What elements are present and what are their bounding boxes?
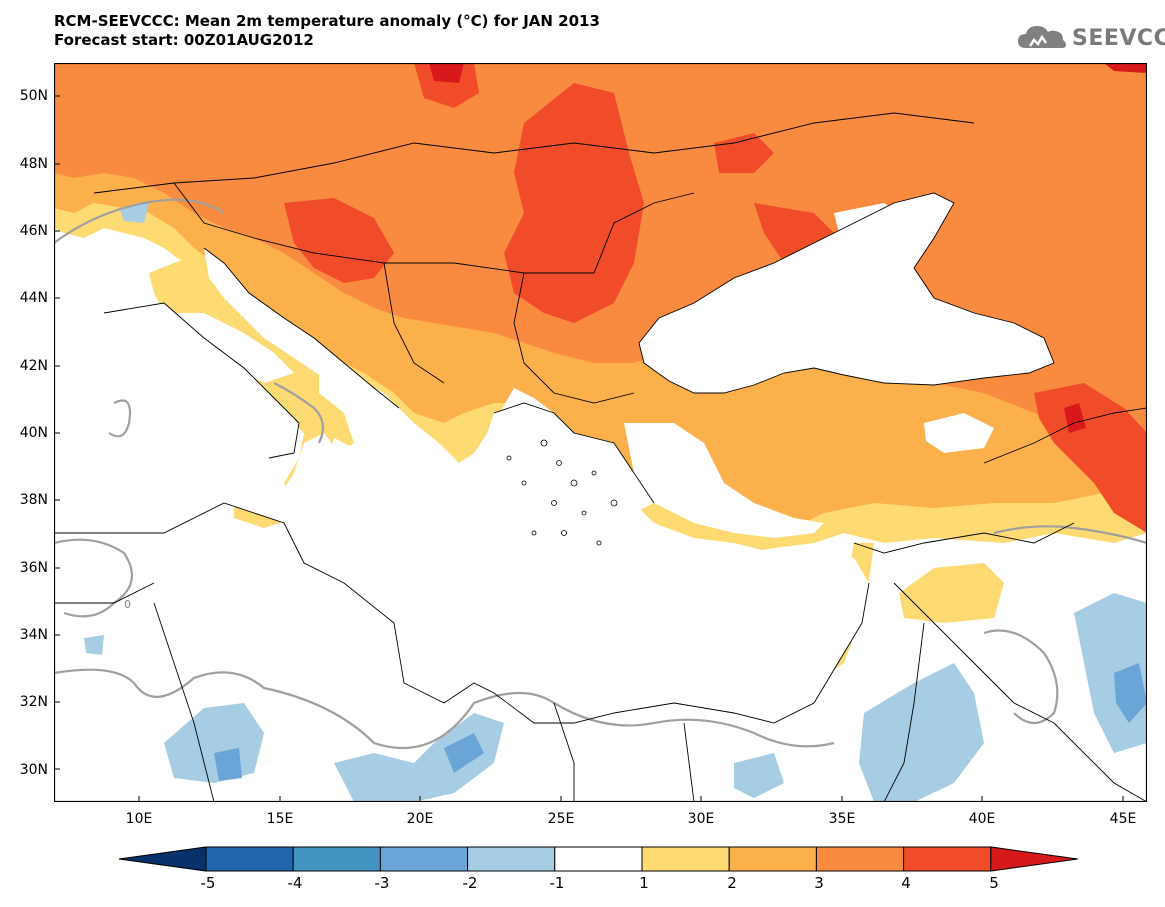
lon-label-30e: 30E (687, 811, 715, 827)
colorbar-segment-2 (292, 846, 381, 872)
anatolia-inland-white (624, 423, 824, 538)
anomaly-5-plus-ne (1104, 63, 1147, 73)
anomaly-1-2-syria (899, 563, 1004, 623)
lon-label-25e: 25E (547, 811, 575, 827)
colorbar-label-4: 4 (901, 874, 911, 892)
colorbar-label-neg4: -4 (287, 874, 303, 892)
lat-label-50n: 50N (19, 88, 48, 104)
lat-label-32n: 32N (19, 694, 48, 710)
lat-label-36n: 36N (19, 560, 48, 576)
aegean-islands (506, 439, 618, 546)
anomaly-neg-2-3-libya (214, 748, 242, 781)
lon-label-10e: 10E (125, 811, 153, 827)
axis-ticks (54, 95, 1124, 802)
anomaly-neg-2-3-iraq (1114, 663, 1147, 723)
lon-label-45e: 45E (1109, 811, 1137, 827)
colorbar-segment-5 (554, 846, 643, 872)
colorbar-segment-1 (205, 846, 294, 872)
logo-text: SEEVCCC (1072, 25, 1165, 51)
mediterranean-sea (54, 343, 869, 723)
colorbar-label-1: 1 (639, 874, 649, 892)
anomaly-4-5-balkans (284, 198, 394, 283)
map-panel: 0 (54, 63, 1147, 802)
lon-label-40e: 40E (968, 811, 996, 827)
tyrrhenian-sea (104, 303, 299, 458)
colorbar-label-2: 2 (727, 874, 737, 892)
colorbar-label-5: 5 (989, 874, 999, 892)
lat-label-38n: 38N (19, 492, 48, 508)
anomaly-4-5-caucasus (1034, 383, 1147, 533)
anomaly-4-5-poland (414, 63, 479, 108)
anomaly-4-5-ukraine (714, 133, 774, 173)
sea-of-azov (834, 203, 914, 248)
lat-label-44n: 44N (19, 290, 48, 306)
lat-label-40n: 40N (19, 425, 48, 441)
contour-label: 0 (124, 598, 131, 611)
lon-label-20e: 20E (406, 811, 434, 827)
forecast-start: Forecast start: 00Z01AUG2012 (54, 31, 314, 49)
colorbar-segment-7 (728, 846, 817, 872)
colorbar-label-neg5: -5 (200, 874, 216, 892)
colorbar-segment-8 (815, 846, 905, 872)
map-title: RCM-SEEVCCC: Mean 2m temperature anomaly… (54, 12, 600, 30)
colorbar-segment-above-5 (990, 846, 1078, 872)
anomaly-neg-tunisia (84, 635, 104, 655)
colorbar-segment-6 (641, 846, 730, 872)
cloud-logo-icon (1018, 26, 1066, 48)
black-sea (639, 193, 1054, 393)
lat-label-46n: 46N (19, 223, 48, 239)
colorbar-segment-4 (467, 846, 556, 872)
lat-label-48n: 48N (19, 156, 48, 172)
anomaly-neg-libya-east (334, 713, 504, 802)
colorbar-label-neg1: -1 (549, 874, 565, 892)
colorbar-segment-9 (903, 846, 992, 872)
adriatic-sea (204, 248, 399, 418)
anatolia-east-white (924, 413, 994, 453)
zero-contours (54, 198, 1147, 750)
anomaly-neg-2-3-libya-east (444, 733, 484, 773)
aegean-sea (484, 403, 654, 533)
anomaly-neg-egypt (734, 753, 784, 798)
italy-inland-white (164, 313, 294, 383)
colorbar-label-3: 3 (814, 874, 824, 892)
lon-label-35e: 35E (828, 811, 856, 827)
title-block: RCM-SEEVCCC: Mean 2m temperature anomaly… (54, 12, 600, 50)
colorbar-label-neg2: -2 (462, 874, 478, 892)
lat-label-34n: 34N (19, 627, 48, 643)
borders (54, 112, 1147, 802)
colorbar-segment-below-neg5 (118, 846, 207, 872)
colorbar-label-neg3: -3 (374, 874, 390, 892)
colorbar (118, 846, 1078, 872)
lat-label-30n: 30N (19, 762, 48, 778)
logo: SEEVCCC (1016, 22, 1165, 54)
anomaly-4-5-romania (504, 83, 644, 323)
anomaly-5-plus-north (429, 63, 464, 83)
lon-label-15e: 15E (266, 811, 294, 827)
lat-label-42n: 42N (19, 358, 48, 374)
anomaly-neg-arabia (859, 663, 984, 802)
colorbar-segment-3 (379, 846, 469, 872)
